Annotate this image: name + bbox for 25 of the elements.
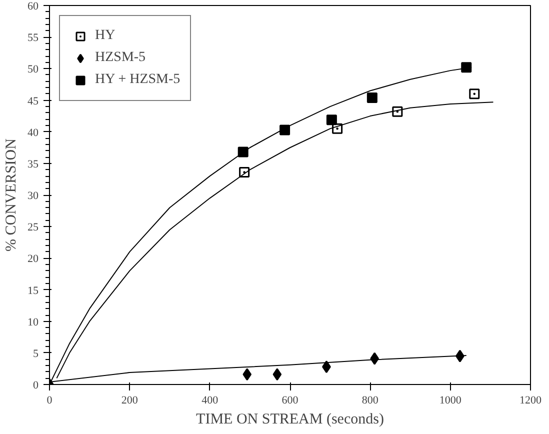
x-tick-label: 1000 [439,394,462,406]
y-tick-label: 25 [28,222,39,234]
legend-label: HY + HZSM-5 [95,72,180,88]
y-tick-label: 20 [28,253,39,266]
y-tick-label: 55 [28,32,39,44]
y-tick-label: 60 [28,0,39,12]
y-tick-label: 10 [28,316,39,328]
y-tick-label: 5 [33,348,39,360]
x-tick-label: 200 [121,394,138,406]
y-axis-title: % CONVERSION [4,138,20,252]
y-tick-label: 50 [28,64,39,76]
x-tick-label: 800 [362,394,379,406]
x-tick-label: 400 [202,394,219,406]
x-tick-label: 0 [46,394,53,406]
legend-label: HY [95,28,116,44]
y-tick-label: 0 [33,380,39,392]
y-tick-label: 40 [28,126,39,139]
x-tick-label: 600 [282,394,299,406]
x-axis-title: TIME ON STREAM (seconds) [196,412,384,428]
y-tick-label: 30 [28,190,39,202]
y-tick-label: 15 [28,284,39,297]
y-tick-label: 45 [28,95,39,108]
y-tick-label: 35 [28,158,39,170]
legend-label: HZSM-5 [95,50,146,66]
x-tick-label: 1200 [520,394,542,406]
